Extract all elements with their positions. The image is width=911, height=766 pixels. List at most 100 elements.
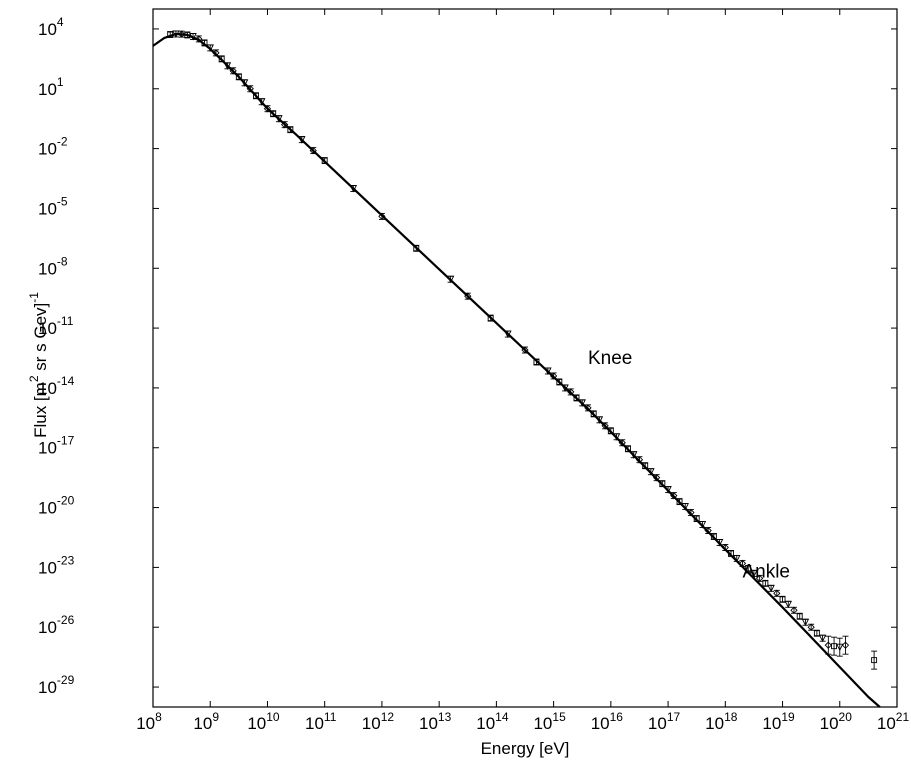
point-marker-square bbox=[413, 245, 420, 252]
point-marker-triangle bbox=[681, 503, 689, 511]
data-point bbox=[625, 445, 632, 453]
point-marker-diamond bbox=[652, 474, 661, 482]
point-marker-square bbox=[693, 515, 700, 522]
point-marker-diamond bbox=[807, 623, 815, 631]
data-point bbox=[258, 98, 266, 106]
point-marker-square bbox=[321, 157, 328, 164]
point-marker-square bbox=[218, 55, 225, 62]
y-tick-label: 10-2 bbox=[38, 135, 68, 159]
data-point bbox=[818, 634, 827, 643]
point-marker-triangle bbox=[258, 98, 266, 106]
point-marker-triangle bbox=[172, 30, 180, 38]
y-axis-label-sup2: -1 bbox=[27, 292, 41, 303]
x-tick-label: 1018 bbox=[705, 710, 738, 733]
point-marker-triangle bbox=[733, 554, 741, 563]
point-marker-square bbox=[167, 31, 174, 38]
data-point bbox=[253, 92, 260, 100]
point-marker-triangle bbox=[578, 399, 586, 407]
data-point bbox=[841, 635, 850, 655]
x-tick-label: 1016 bbox=[591, 710, 624, 733]
point-marker-triangle bbox=[647, 468, 655, 476]
data-point bbox=[246, 85, 254, 93]
y-tick-label: 10-5 bbox=[38, 194, 68, 218]
point-marker-square bbox=[831, 643, 837, 650]
data-point bbox=[831, 636, 838, 656]
data-point bbox=[762, 579, 769, 587]
x-tick-label: 1012 bbox=[362, 710, 395, 733]
point-marker-diamond bbox=[246, 85, 254, 93]
data-point bbox=[212, 49, 220, 57]
data-point bbox=[801, 618, 810, 627]
point-marker-square bbox=[533, 359, 540, 365]
x-axis-label: Energy [eV] bbox=[481, 739, 570, 758]
point-marker-diamond bbox=[687, 508, 695, 517]
y-tick-label: 104 bbox=[38, 15, 64, 39]
data-point bbox=[767, 584, 775, 593]
point-marker-diamond bbox=[841, 641, 850, 649]
data-point bbox=[733, 554, 741, 563]
data-point bbox=[218, 55, 225, 63]
data-point bbox=[836, 637, 844, 657]
point-marker-square bbox=[184, 31, 191, 38]
data-point bbox=[378, 212, 386, 221]
point-marker-square bbox=[871, 657, 878, 664]
point-marker-triangle bbox=[630, 451, 638, 459]
y-tick-label: 10-11 bbox=[38, 314, 74, 338]
data-point bbox=[664, 486, 672, 494]
point-marker-square bbox=[745, 565, 752, 572]
point-marker-diamond bbox=[773, 589, 781, 597]
data-point bbox=[630, 451, 638, 459]
data-point bbox=[235, 73, 242, 81]
point-marker-triangle bbox=[801, 618, 810, 627]
y-tick-label: 101 bbox=[38, 75, 64, 99]
data-point bbox=[206, 44, 214, 52]
point-marker-diamond bbox=[756, 574, 764, 583]
data-point bbox=[871, 650, 878, 670]
data-point bbox=[184, 31, 191, 39]
data-point bbox=[298, 136, 306, 144]
point-marker-diamond bbox=[618, 439, 626, 447]
point-marker-square bbox=[201, 39, 208, 46]
point-marker-diamond bbox=[195, 35, 203, 43]
point-marker-square bbox=[253, 92, 259, 99]
point-marker-triangle bbox=[612, 433, 621, 441]
point-marker-diamond bbox=[824, 641, 832, 649]
point-marker-triangle bbox=[298, 136, 306, 144]
point-marker-triangle bbox=[715, 539, 724, 547]
data-point bbox=[704, 526, 712, 535]
data-point bbox=[784, 600, 792, 609]
x-tick-label: 1021 bbox=[877, 710, 910, 733]
point-marker-triangle bbox=[698, 521, 707, 529]
data-point bbox=[779, 595, 786, 603]
data-point bbox=[710, 533, 717, 540]
y-tick-label: 10-14 bbox=[38, 374, 75, 398]
data-point bbox=[595, 416, 604, 424]
data-point bbox=[807, 623, 815, 631]
data-point bbox=[189, 33, 197, 41]
data-point bbox=[177, 30, 186, 38]
data-point bbox=[544, 367, 552, 375]
data-point bbox=[567, 388, 575, 396]
data-point bbox=[670, 491, 678, 500]
annotations: Knee Ankle bbox=[588, 348, 790, 582]
point-marker-square bbox=[796, 613, 803, 620]
point-marker-square bbox=[235, 73, 242, 80]
point-marker-square bbox=[728, 550, 734, 557]
data-point bbox=[715, 539, 724, 547]
y-tick-labels: 104 101 10-2 10-5 10-8 10-11 10-14 10-17 10-20 10… bbox=[38, 15, 75, 697]
data-point bbox=[756, 574, 764, 583]
data-point bbox=[790, 606, 798, 614]
x-tick-label: 109 bbox=[193, 710, 219, 733]
data-point bbox=[738, 559, 747, 568]
data-point bbox=[229, 67, 237, 75]
y-tick-label: 10-29 bbox=[38, 673, 75, 697]
y-tick-label: 10-23 bbox=[38, 553, 75, 577]
data-point bbox=[195, 35, 203, 43]
point-marker-diamond bbox=[309, 146, 317, 155]
y-tick-label: 10-20 bbox=[38, 494, 75, 518]
point-marker-triangle bbox=[223, 62, 232, 70]
data-point bbox=[556, 378, 563, 386]
point-marker-diamond bbox=[263, 105, 272, 113]
data-point bbox=[681, 503, 689, 511]
point-marker-square bbox=[607, 427, 614, 434]
